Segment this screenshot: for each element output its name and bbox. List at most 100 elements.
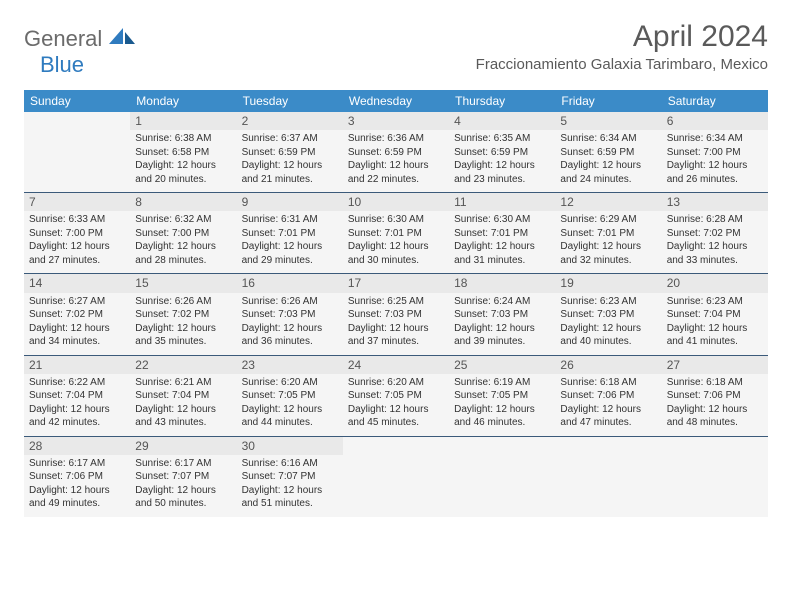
day-cell: 5Sunrise: 6:34 AMSunset: 6:59 PMDaylight… [555, 112, 661, 193]
logo-general: General [24, 26, 102, 51]
day-number: 11 [449, 193, 555, 211]
day-header-sunday: Sunday [24, 90, 130, 112]
daylight-text: Daylight: 12 hours [242, 403, 338, 417]
daylight-text: and 48 minutes. [667, 416, 763, 430]
calendar-row: 1Sunrise: 6:38 AMSunset: 6:58 PMDaylight… [24, 112, 768, 193]
sunrise-text: Sunrise: 6:34 AM [667, 132, 763, 146]
day-number: 28 [24, 437, 130, 455]
daylight-text: Daylight: 12 hours [667, 159, 763, 173]
daylight-text: Daylight: 12 hours [29, 240, 125, 254]
day-number: 5 [555, 112, 661, 130]
day-cell: 2Sunrise: 6:37 AMSunset: 6:59 PMDaylight… [237, 112, 343, 193]
sunset-text: Sunset: 7:03 PM [242, 308, 338, 322]
sunrise-text: Sunrise: 6:17 AM [135, 457, 231, 471]
daylight-text: and 30 minutes. [348, 254, 444, 268]
sunset-text: Sunset: 7:01 PM [348, 227, 444, 241]
day-number: 22 [130, 356, 236, 374]
sunrise-text: Sunrise: 6:30 AM [454, 213, 550, 227]
sunrise-text: Sunrise: 6:17 AM [29, 457, 125, 471]
logo-blue: Blue [40, 52, 84, 77]
daylight-text: Daylight: 12 hours [348, 403, 444, 417]
daylight-text: and 39 minutes. [454, 335, 550, 349]
logo-sail-icon [109, 28, 135, 46]
daylight-text: and 44 minutes. [242, 416, 338, 430]
daylight-text: and 24 minutes. [560, 173, 656, 187]
sunset-text: Sunset: 7:03 PM [560, 308, 656, 322]
day-cell: 10Sunrise: 6:30 AMSunset: 7:01 PMDayligh… [343, 193, 449, 274]
day-cell: 13Sunrise: 6:28 AMSunset: 7:02 PMDayligh… [662, 193, 768, 274]
day-number: 17 [343, 274, 449, 292]
sunrise-text: Sunrise: 6:35 AM [454, 132, 550, 146]
day-cell: 16Sunrise: 6:26 AMSunset: 7:03 PMDayligh… [237, 274, 343, 355]
daylight-text: and 46 minutes. [454, 416, 550, 430]
day-header-row: SundayMondayTuesdayWednesdayThursdayFrid… [24, 90, 768, 112]
daylight-text: and 50 minutes. [135, 497, 231, 511]
daylight-text: Daylight: 12 hours [667, 240, 763, 254]
day-cell: 1Sunrise: 6:38 AMSunset: 6:58 PMDaylight… [130, 112, 236, 193]
sunset-text: Sunset: 6:58 PM [135, 146, 231, 160]
daylight-text: and 28 minutes. [135, 254, 231, 268]
daylight-text: and 43 minutes. [135, 416, 231, 430]
empty-cell [343, 436, 449, 517]
day-number: 29 [130, 437, 236, 455]
daylight-text: Daylight: 12 hours [560, 322, 656, 336]
calendar-row: 7Sunrise: 6:33 AMSunset: 7:00 PMDaylight… [24, 193, 768, 274]
daylight-text: Daylight: 12 hours [242, 240, 338, 254]
sunrise-text: Sunrise: 6:29 AM [560, 213, 656, 227]
daylight-text: Daylight: 12 hours [560, 159, 656, 173]
daylight-text: Daylight: 12 hours [135, 159, 231, 173]
day-cell: 21Sunrise: 6:22 AMSunset: 7:04 PMDayligh… [24, 355, 130, 436]
sunset-text: Sunset: 7:04 PM [135, 389, 231, 403]
daylight-text: and 20 minutes. [135, 173, 231, 187]
day-number: 13 [662, 193, 768, 211]
sunrise-text: Sunrise: 6:34 AM [560, 132, 656, 146]
sunrise-text: Sunrise: 6:20 AM [348, 376, 444, 390]
day-cell: 14Sunrise: 6:27 AMSunset: 7:02 PMDayligh… [24, 274, 130, 355]
day-number: 20 [662, 274, 768, 292]
day-cell: 8Sunrise: 6:32 AMSunset: 7:00 PMDaylight… [130, 193, 236, 274]
day-number: 6 [662, 112, 768, 130]
calendar-row: 21Sunrise: 6:22 AMSunset: 7:04 PMDayligh… [24, 355, 768, 436]
daylight-text: and 40 minutes. [560, 335, 656, 349]
daylight-text: Daylight: 12 hours [348, 240, 444, 254]
sunrise-text: Sunrise: 6:18 AM [560, 376, 656, 390]
day-header-saturday: Saturday [662, 90, 768, 112]
calendar-table: SundayMondayTuesdayWednesdayThursdayFrid… [24, 90, 768, 517]
day-cell: 22Sunrise: 6:21 AMSunset: 7:04 PMDayligh… [130, 355, 236, 436]
header: General Blue April 2024 Fraccionamiento … [24, 20, 768, 78]
sunset-text: Sunset: 7:03 PM [454, 308, 550, 322]
day-number: 15 [130, 274, 236, 292]
sunset-text: Sunset: 7:01 PM [560, 227, 656, 241]
sunrise-text: Sunrise: 6:26 AM [135, 295, 231, 309]
daylight-text: and 29 minutes. [242, 254, 338, 268]
sunrise-text: Sunrise: 6:21 AM [135, 376, 231, 390]
daylight-text: and 23 minutes. [454, 173, 550, 187]
sunset-text: Sunset: 7:02 PM [29, 308, 125, 322]
calendar-row: 14Sunrise: 6:27 AMSunset: 7:02 PMDayligh… [24, 274, 768, 355]
daylight-text: and 51 minutes. [242, 497, 338, 511]
day-number: 12 [555, 193, 661, 211]
day-number: 14 [24, 274, 130, 292]
daylight-text: and 49 minutes. [29, 497, 125, 511]
day-header-wednesday: Wednesday [343, 90, 449, 112]
daylight-text: Daylight: 12 hours [560, 240, 656, 254]
daylight-text: and 47 minutes. [560, 416, 656, 430]
daylight-text: Daylight: 12 hours [242, 484, 338, 498]
day-number: 26 [555, 356, 661, 374]
sunrise-text: Sunrise: 6:32 AM [135, 213, 231, 227]
calendar-body: 1Sunrise: 6:38 AMSunset: 6:58 PMDaylight… [24, 112, 768, 517]
day-cell: 18Sunrise: 6:24 AMSunset: 7:03 PMDayligh… [449, 274, 555, 355]
sunset-text: Sunset: 6:59 PM [454, 146, 550, 160]
day-number: 8 [130, 193, 236, 211]
day-cell: 27Sunrise: 6:18 AMSunset: 7:06 PMDayligh… [662, 355, 768, 436]
day-number: 25 [449, 356, 555, 374]
day-number: 19 [555, 274, 661, 292]
daylight-text: Daylight: 12 hours [454, 322, 550, 336]
sunrise-text: Sunrise: 6:24 AM [454, 295, 550, 309]
day-cell: 24Sunrise: 6:20 AMSunset: 7:05 PMDayligh… [343, 355, 449, 436]
day-number: 30 [237, 437, 343, 455]
empty-cell [449, 436, 555, 517]
sunset-text: Sunset: 7:00 PM [667, 146, 763, 160]
sunrise-text: Sunrise: 6:30 AM [348, 213, 444, 227]
month-title: April 2024 [476, 20, 768, 54]
